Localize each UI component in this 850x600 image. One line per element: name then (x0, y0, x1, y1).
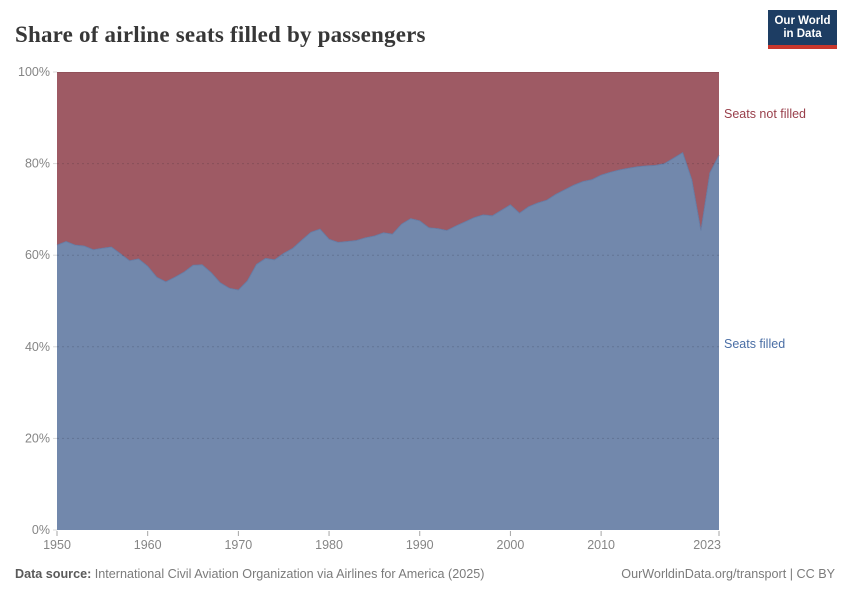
x-axis-label-1950: 1950 (43, 538, 71, 552)
y-axis-label-60: 60% (25, 248, 50, 262)
page-title: Share of airline seats filled by passeng… (15, 22, 426, 47)
credit-text: OurWorldinData.org/transport | CC BY (621, 567, 835, 581)
series-label-seats-filled: Seats filled (724, 337, 786, 351)
y-axis-label-0: 0% (32, 523, 50, 537)
series-label-seats-not-filled: Seats not filled (724, 107, 806, 121)
x-axis-label-2000: 2000 (497, 538, 525, 552)
x-axis-label-1980: 1980 (315, 538, 343, 552)
y-axis-label-100: 100% (18, 65, 50, 79)
x-axis-label-2023: 2023 (693, 538, 721, 552)
y-axis-label-80: 80% (25, 157, 50, 171)
x-axis-label-1960: 1960 (134, 538, 162, 552)
seats-filled-boundary-line (56, 151, 720, 291)
owid-logo-line1: Our World (774, 15, 831, 27)
data-source-prefix: Data source: (15, 567, 92, 581)
x-axis-label-2010: 2010 (587, 538, 615, 552)
owid-logo-line2: in Data (783, 28, 822, 40)
x-axis-label-1970: 1970 (224, 538, 252, 552)
data-source-text: International Civil Aviation Organizatio… (94, 567, 485, 581)
seats-not-filled-area (57, 72, 719, 290)
x-axis-label-1990: 1990 (406, 538, 434, 552)
y-axis-label-20: 20% (25, 431, 50, 445)
y-axis-label-40: 40% (25, 340, 50, 354)
data-source: Data source: International Civil Aviatio… (15, 567, 484, 581)
seats-filled-area (57, 152, 719, 530)
owid-logo: Our World in Data (768, 10, 837, 49)
